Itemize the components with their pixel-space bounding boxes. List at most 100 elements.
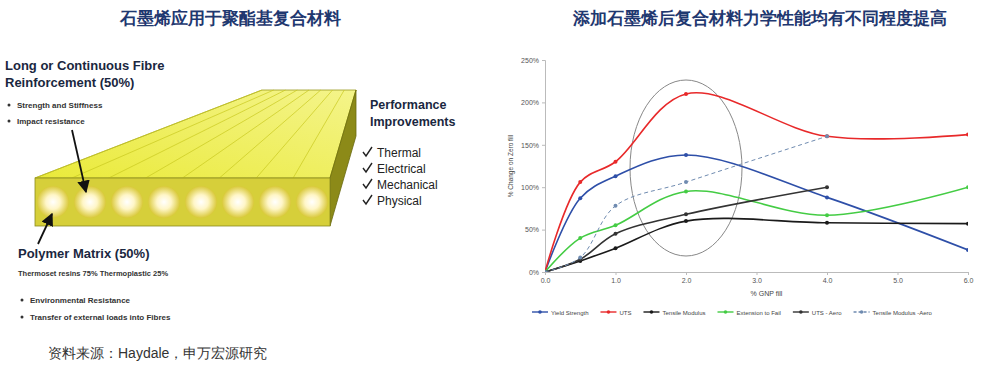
fibre-stripe	[109, 90, 286, 178]
y-axis-title: % Change on Zero fill	[507, 134, 515, 197]
fibre-label: Long or Continuous Fibre	[5, 58, 165, 73]
series-line	[545, 187, 968, 272]
check-mark	[363, 163, 372, 172]
tick: 6.0	[964, 272, 974, 284]
series-line	[545, 93, 968, 272]
check-mark	[363, 147, 372, 156]
legend-item: Tensile Modulus	[643, 310, 705, 316]
tick-mark	[542, 102, 545, 103]
tick-mark	[898, 272, 899, 275]
tick-mark	[542, 272, 545, 273]
legend-item: UTS - Aero	[793, 310, 842, 316]
legend: Yield Strength UTS Tensile Modulus Extensio…	[532, 310, 933, 316]
x-axis-title: % GNP fill	[751, 290, 783, 297]
legend-label: Tensile Modulus -Aero	[873, 310, 933, 316]
tick-label: 250%	[521, 57, 539, 64]
tick-mark	[616, 272, 617, 275]
fibre-section	[296, 186, 328, 218]
performance-label: Performance	[370, 98, 446, 112]
series-point	[966, 185, 968, 189]
tick-mark	[757, 272, 758, 275]
performance-item: Physical	[377, 194, 422, 208]
series-point	[684, 189, 688, 193]
diagram-title: 石墨烯应用于聚酯基复合材料	[119, 9, 341, 28]
fibre-section	[111, 186, 143, 218]
tick: 4.0	[823, 272, 833, 284]
tick: 100%	[521, 184, 545, 191]
tick-label: 1.0	[611, 277, 621, 284]
tick-label: 0%	[529, 269, 539, 276]
tick: 0.0	[541, 272, 551, 284]
fibre-stripe	[183, 90, 310, 178]
tick-label: 150%	[521, 142, 539, 149]
y-axis: 0% 50% 100% 150% 200% 250%	[521, 57, 545, 276]
series-point	[966, 222, 968, 226]
series-point	[966, 248, 968, 252]
series-line	[545, 136, 827, 272]
tick-mark	[827, 272, 828, 275]
legend-marker	[724, 310, 728, 314]
tick-mark	[968, 272, 969, 275]
axis-line	[546, 273, 969, 276]
x-axis: 0.01.02.03.04.05.06.0	[541, 272, 974, 284]
series-point	[825, 195, 829, 199]
tick: 150%	[521, 142, 545, 149]
series-point	[684, 180, 688, 184]
legend-item: Yield Strength	[532, 310, 588, 316]
diagram: 石墨烯应用于聚酯基复合材料Long or Continuous FibreRei…	[5, 9, 455, 322]
tick-label: 6.0	[964, 277, 974, 284]
fibre-section	[185, 186, 217, 218]
matrix-bullet: Transfer of external loads into Fibres	[30, 313, 171, 322]
legend-label: Extension to Fail	[737, 310, 781, 316]
fibre-bullet: Strength and Stiffness	[17, 101, 103, 110]
tick-label: 0.0	[541, 277, 551, 284]
series-point	[825, 134, 829, 138]
series-line	[545, 218, 968, 272]
fibre-stripe	[256, 90, 332, 178]
chart-title: 添加石墨烯后复合材料力学性能均有不同程度提高	[572, 9, 947, 28]
legend-label: UTS	[619, 310, 631, 316]
tick: 5.0	[893, 272, 903, 284]
fibre-bullet: Impact resistance	[17, 117, 85, 126]
tick: 250%	[521, 57, 545, 64]
fibre-section	[148, 186, 180, 218]
series-point	[684, 212, 688, 216]
fibre-section	[222, 186, 254, 218]
check-mark	[363, 179, 372, 188]
tick-mark	[542, 60, 545, 61]
series-line	[545, 187, 827, 272]
series-point	[684, 153, 688, 157]
legend-marker	[538, 310, 542, 314]
fibre-section	[37, 186, 69, 218]
plot-area	[545, 92, 968, 272]
slab-side	[330, 90, 356, 226]
legend-label: Yield Strength	[551, 310, 588, 316]
series-point	[825, 213, 829, 217]
page: 石墨烯应用于聚酯基复合材料Long or Continuous FibreRei…	[0, 0, 985, 366]
performance-label: Improvements	[370, 115, 455, 129]
legend-label: Tensile Modulus	[662, 310, 705, 316]
arrow	[72, 130, 86, 192]
tick: 200%	[521, 99, 545, 106]
tick: 1.0	[611, 272, 621, 284]
series-point	[825, 134, 829, 138]
tick-label: 3.0	[752, 277, 762, 284]
series-point	[684, 92, 688, 96]
fibre-stripe	[219, 90, 320, 178]
series-point	[966, 133, 968, 137]
fibre-section	[74, 186, 106, 218]
performance-item: Mechanical	[377, 178, 438, 192]
legend-marker	[860, 310, 864, 314]
tick-label: 4.0	[823, 277, 833, 284]
series-point	[545, 270, 547, 272]
tick-mark	[542, 145, 545, 146]
series-point	[614, 232, 618, 236]
tick-label: 50%	[525, 226, 539, 233]
legend-marker	[650, 310, 654, 314]
tick-mark	[542, 230, 545, 231]
legend-marker	[799, 310, 803, 314]
tick-mark	[542, 187, 545, 188]
legend-marker	[607, 310, 611, 314]
bullet	[8, 120, 11, 123]
bullet	[21, 316, 24, 319]
